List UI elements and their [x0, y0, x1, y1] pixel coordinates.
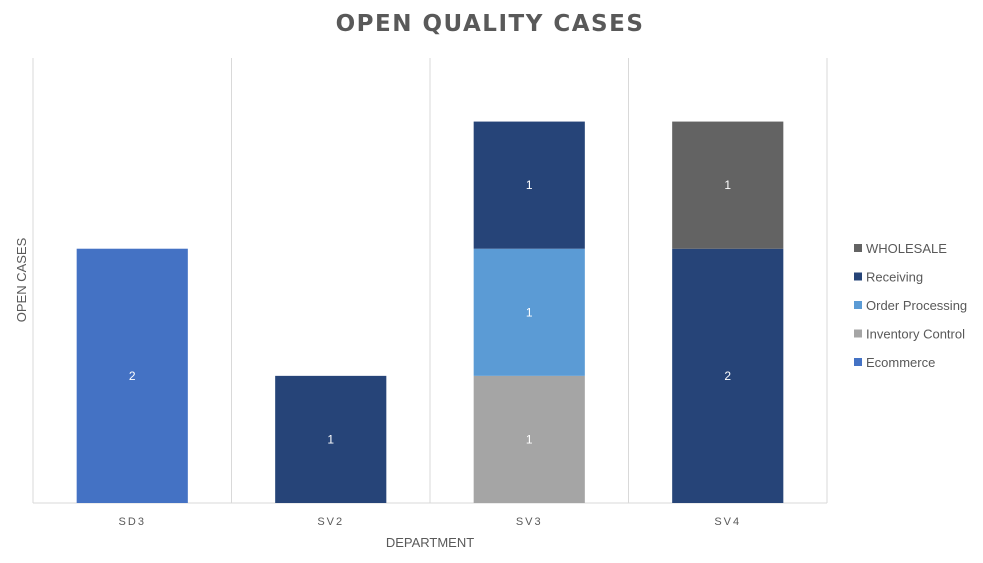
- data-labels: 2 1 1 1 1 2 1: [129, 178, 732, 446]
- data-label: 1: [526, 432, 533, 446]
- legend-label: WHOLESALE: [866, 241, 947, 256]
- legend-label: Inventory Control: [866, 327, 965, 342]
- x-tick-label: SV4: [714, 516, 741, 528]
- x-axis-ticks: SD3 SV2 SV3 SV4: [119, 516, 741, 528]
- bars: [76, 121, 784, 503]
- data-label: 1: [526, 178, 533, 192]
- legend-swatch: [854, 329, 862, 338]
- bar-sv2-receiving: [275, 375, 387, 503]
- bar-sv4-wholesale: [672, 121, 784, 249]
- data-label: 1: [526, 305, 533, 319]
- chart-title: OPEN QUALITY CASES: [336, 11, 645, 37]
- data-label: 2: [129, 369, 136, 383]
- data-label: 1: [327, 432, 334, 446]
- x-tick-label: SV2: [317, 516, 344, 528]
- legend-swatch: [854, 358, 862, 366]
- bar-sv3-inventory-control: [473, 375, 585, 503]
- bar-sv3-order-processing: [473, 248, 585, 376]
- legend-swatch: [854, 244, 862, 252]
- legend-swatch: [854, 301, 862, 309]
- x-tick-label: SV3: [516, 516, 543, 528]
- x-tick-label: SD3: [119, 516, 146, 528]
- legend-label: Receiving: [866, 270, 923, 285]
- data-label: 1: [724, 178, 731, 192]
- x-axis-title: DEPARTMENT: [386, 535, 474, 550]
- legend-label: Order Processing: [866, 298, 967, 313]
- legend-label: Ecommerce: [866, 355, 935, 370]
- legend: WHOLESALE Receiving Order Processing Invent…: [854, 241, 967, 370]
- bar-sv4-receiving: [672, 248, 784, 503]
- bar-sv3-receiving: [473, 121, 585, 249]
- legend-swatch: [854, 272, 862, 281]
- bar-sd3-ecommerce: [76, 248, 188, 503]
- y-axis-title: OPEN CASES: [14, 237, 29, 322]
- data-label: 2: [724, 369, 731, 383]
